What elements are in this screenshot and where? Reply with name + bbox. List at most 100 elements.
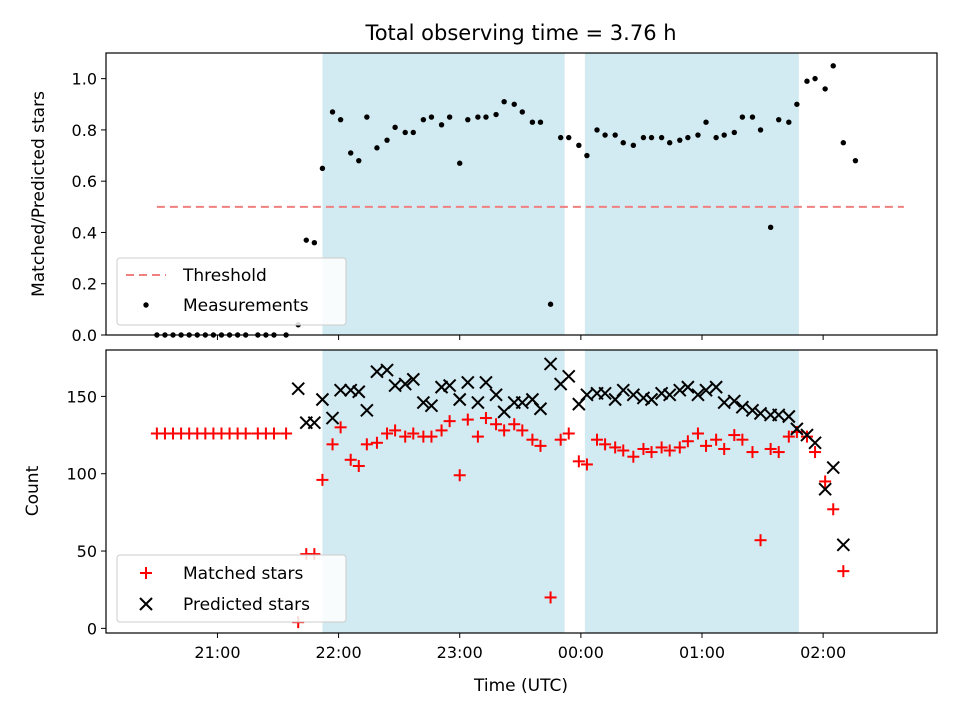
predicted-star-point-3 xyxy=(315,392,330,407)
matched-star-point-40 xyxy=(508,418,521,431)
matched-star-point-74 xyxy=(819,475,832,488)
top-axes-frame xyxy=(105,52,938,336)
predicted-star-point-8 xyxy=(360,403,374,418)
predicted-star-point-48 xyxy=(727,394,742,408)
y-tick-label: 0 xyxy=(87,619,97,638)
legend-predicted-swatch xyxy=(139,597,153,611)
matched-star-point-50 xyxy=(599,438,612,451)
matched-star-point-67 xyxy=(754,534,767,547)
measurement-point-77 xyxy=(852,157,859,164)
y-tick-label: 50 xyxy=(77,542,97,561)
measurement-point-58 xyxy=(677,137,683,143)
predicted-star-point-28 xyxy=(543,357,558,371)
predicted-star-point-13 xyxy=(406,372,420,387)
matched-star-point-51 xyxy=(609,441,622,454)
predicted-star-point-7 xyxy=(352,385,366,399)
measurement-point-41 xyxy=(519,109,526,115)
measurement-point-46 xyxy=(566,134,572,141)
measurement-point-57 xyxy=(666,140,673,146)
matched-star-point-66 xyxy=(746,446,759,459)
measurement-point-24 xyxy=(364,114,370,120)
x-tick-label: 23:00 xyxy=(437,643,483,662)
measurement-point-35 xyxy=(465,116,471,123)
x-axis-label: Time (UTC) xyxy=(473,676,568,696)
measurement-point-51 xyxy=(612,132,618,138)
x-tick-label: 22:00 xyxy=(316,643,362,662)
matched-star-point-25 xyxy=(370,436,383,449)
legend-matched-swatch xyxy=(140,567,152,579)
matched-star-point-19 xyxy=(316,473,329,486)
predicted-star-point-30 xyxy=(562,369,576,383)
measurement-point-63 xyxy=(721,132,727,138)
bottom-legend: Matched stars Predicted stars xyxy=(116,554,347,623)
matched-star-point-44 xyxy=(544,591,557,604)
matched-star-point-33 xyxy=(443,415,456,428)
matched-star-point-76 xyxy=(837,565,850,578)
measurement-point-43 xyxy=(537,119,544,125)
measurement-point-18 xyxy=(311,240,318,246)
matched-star-point-21 xyxy=(334,421,347,434)
measurement-point-44 xyxy=(547,301,554,307)
predicted-star-point-27 xyxy=(533,402,548,416)
x-tick-label: 01:00 xyxy=(679,643,725,662)
measurement-point-54 xyxy=(640,134,647,141)
top-y-axis-label: Matched/Predicted stars xyxy=(29,91,49,297)
matched-star-point-48 xyxy=(580,458,593,471)
measurement-point-45 xyxy=(557,134,564,141)
measurement-point-76 xyxy=(840,140,847,146)
predicted-star-point-59 xyxy=(826,460,840,475)
y-tick-label: 0.8 xyxy=(72,121,97,140)
matched-star-point-45 xyxy=(554,433,567,446)
measurement-point-60 xyxy=(695,132,701,138)
measurement-point-30 xyxy=(420,116,427,123)
matched-star-point-20 xyxy=(326,438,339,451)
top-panel: 0.0 0.2 0.4 0.6 0.8 1.0 Matched/Predicted sta… xyxy=(29,52,938,345)
measurement-point-55 xyxy=(648,134,655,141)
matched-star-point-37 xyxy=(479,412,492,425)
legend-measurements-swatch xyxy=(143,302,149,308)
measurement-point-62 xyxy=(713,134,719,141)
predicted-star-point-5 xyxy=(333,383,348,397)
measurement-point-17 xyxy=(303,237,309,243)
predicted-star-point-17 xyxy=(442,378,457,393)
matched-star-point-47 xyxy=(572,455,585,468)
matched-star-point-11 xyxy=(239,427,252,440)
y-tick-label: 1.0 xyxy=(72,70,97,89)
predicted-star-point-4 xyxy=(325,411,340,425)
measurement-point-52 xyxy=(620,140,626,146)
matched-star-point-57 xyxy=(663,444,676,457)
bottom-panel: 0 50 100 150 21:00 22:00 23:00 00:00 01:00 02:00… xyxy=(23,349,938,696)
measurement-point-47 xyxy=(576,142,582,148)
matched-star-point-35 xyxy=(461,413,474,426)
matched-star-point-26 xyxy=(381,427,394,440)
measurement-point-72 xyxy=(804,78,810,84)
predicted-star-point-34 xyxy=(598,386,612,401)
predicted-star-point-40 xyxy=(654,386,669,401)
matched-star-point-69 xyxy=(772,446,785,459)
matched-star-point-41 xyxy=(516,424,529,437)
measurement-point-64 xyxy=(731,129,737,136)
matched-star-point-54 xyxy=(637,442,650,455)
matched-star-point-73 xyxy=(809,446,822,459)
matched-star-point-14 xyxy=(267,427,280,440)
chart-title: Total observing time = 3.76 h xyxy=(364,21,676,45)
y-tick-label: 0.0 xyxy=(72,326,97,345)
predicted-star-point-22 xyxy=(489,388,503,402)
predicted-star-point-6 xyxy=(343,383,358,397)
matched-star-point-36 xyxy=(471,430,484,443)
measurement-point-65 xyxy=(739,114,746,120)
predicted-star-point-41 xyxy=(662,388,677,402)
measurement-point-22 xyxy=(347,150,354,156)
shaded-interval-2 xyxy=(584,53,799,335)
measurement-point-50 xyxy=(602,132,608,138)
matched-star-point-38 xyxy=(490,418,503,431)
matched-star-point-22 xyxy=(344,453,357,466)
measurement-point-61 xyxy=(703,119,709,125)
measurement-point-74 xyxy=(822,86,828,92)
predicted-star-point-55 xyxy=(790,422,804,436)
matched-star-point-75 xyxy=(827,503,840,516)
matched-star-point-64 xyxy=(728,429,741,442)
matched-star-point-24 xyxy=(360,438,373,451)
predicted-star-point-57 xyxy=(808,436,822,450)
